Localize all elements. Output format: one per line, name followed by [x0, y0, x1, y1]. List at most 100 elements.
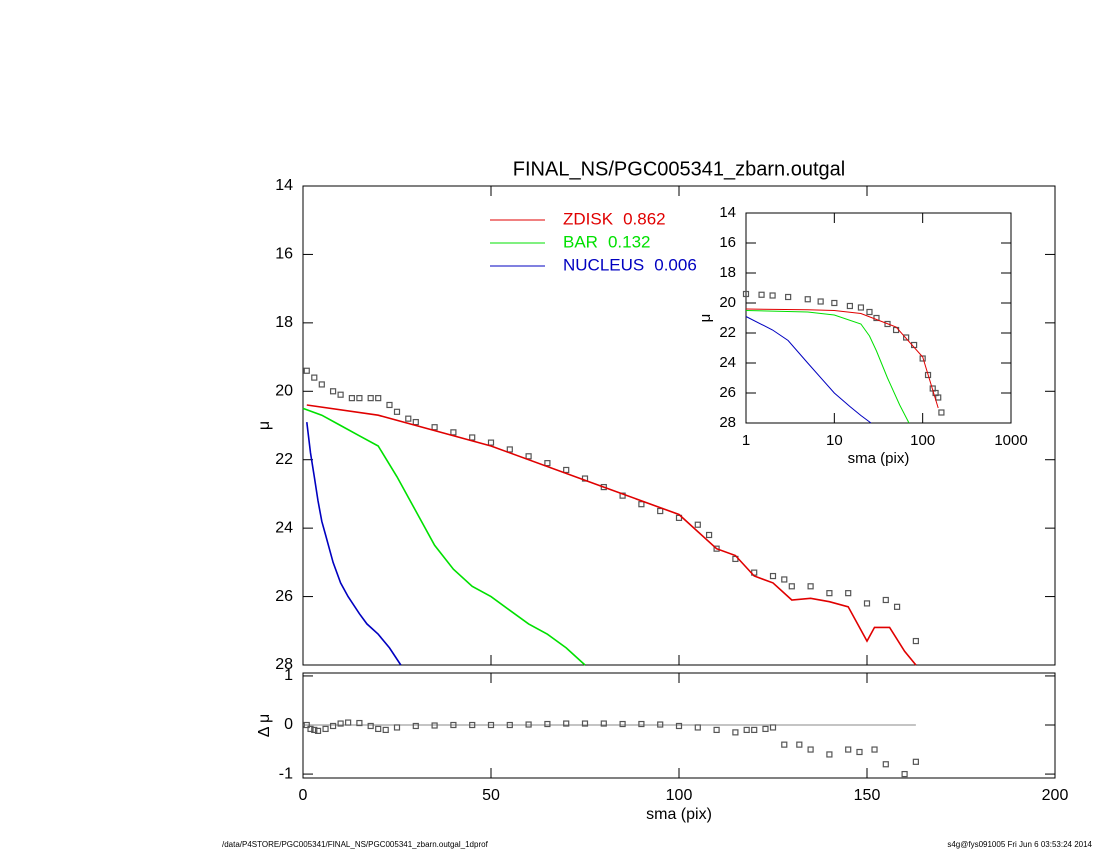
y-axis-label: μ — [256, 421, 273, 430]
data-point — [329, 388, 337, 395]
data-point — [638, 501, 645, 508]
y-tick-label: 16 — [719, 234, 736, 251]
data-point — [450, 429, 457, 436]
x-tick-label: 0 — [299, 787, 308, 804]
data-point — [322, 725, 329, 733]
data-point — [506, 721, 513, 729]
data-point — [356, 719, 363, 727]
x-tick-label: 1 — [742, 432, 750, 449]
data-point — [831, 299, 838, 307]
y-tick-label: 20 — [275, 383, 293, 400]
data-point — [713, 726, 720, 734]
data-point — [694, 521, 701, 528]
y-tick-label: 1 — [284, 667, 293, 684]
data-point — [912, 758, 919, 765]
data-point — [807, 746, 814, 753]
y-tick-label: 26 — [719, 384, 736, 401]
data-point — [657, 721, 664, 728]
x-tick-label: 150 — [854, 787, 881, 804]
data-point — [544, 460, 551, 467]
data-point — [804, 296, 811, 303]
y-tick-label: 26 — [275, 588, 293, 605]
data-point — [600, 483, 607, 491]
data-point — [924, 371, 932, 379]
y-tick-label: 24 — [275, 519, 293, 536]
data-point — [781, 741, 788, 748]
legend-fraction: 0.132 — [608, 232, 651, 251]
data-point — [619, 720, 626, 728]
data-point — [912, 637, 919, 645]
data-point — [382, 726, 389, 734]
data-point — [807, 583, 814, 590]
data-point — [314, 727, 322, 734]
data-point — [785, 293, 792, 301]
data-point — [901, 770, 908, 778]
data-point — [882, 761, 889, 768]
data-point — [826, 590, 833, 597]
data-point — [393, 408, 401, 415]
model-line — [745, 310, 910, 424]
data-point — [675, 722, 683, 730]
data-point — [469, 434, 476, 441]
data-point — [581, 720, 589, 727]
footer-right: s4g@fys091005 Fri Jun 6 03:53:24 2014 — [947, 840, 1092, 849]
y-tick-label: 20 — [719, 294, 736, 311]
y-tick-label: 22 — [719, 324, 736, 341]
data-point — [600, 720, 607, 727]
y-tick-label: 14 — [275, 177, 293, 194]
legend-name: NUCLEUS — [563, 255, 644, 274]
data-point — [657, 507, 664, 515]
data-point — [375, 725, 382, 733]
data-point — [743, 726, 750, 734]
data-point — [431, 424, 438, 431]
data-point — [469, 721, 476, 729]
data-point — [781, 576, 788, 583]
data-point — [882, 596, 889, 604]
x-tick-label: 200 — [1042, 787, 1069, 804]
x-axis-label: sma (pix) — [848, 450, 910, 467]
data-point — [367, 395, 374, 402]
data-point — [303, 721, 310, 729]
x-axis-label: sma (pix) — [646, 806, 712, 823]
x-tick-label: 1000 — [994, 432, 1027, 449]
data-point — [348, 395, 355, 402]
data-point — [758, 291, 765, 298]
model-line — [745, 308, 939, 409]
model-line — [306, 422, 402, 666]
data-point — [337, 391, 344, 398]
data-point — [845, 746, 852, 753]
y-tick-label: 0 — [284, 716, 293, 733]
model-line — [745, 316, 872, 424]
data-point — [367, 722, 374, 730]
legend-name: ZDISK — [563, 209, 614, 228]
legend-fraction: 0.862 — [623, 209, 666, 228]
data-point — [386, 401, 393, 409]
data-point — [863, 600, 871, 607]
legend-fraction: 0.006 — [654, 255, 697, 274]
data-point — [713, 545, 720, 552]
data-point — [732, 729, 739, 736]
data-point — [826, 751, 833, 758]
data-point — [938, 409, 945, 416]
data-point — [846, 302, 853, 310]
data-point — [919, 355, 926, 362]
data-point — [903, 334, 910, 341]
data-point — [871, 746, 878, 753]
legend-name: BAR — [563, 232, 598, 251]
data-point — [817, 298, 824, 305]
y-tick-label: 16 — [275, 246, 293, 263]
data-point — [307, 725, 314, 733]
data-point — [893, 603, 901, 610]
data-point — [450, 721, 457, 729]
data-point — [638, 720, 645, 728]
y-tick-label: 28 — [275, 656, 293, 673]
data-point — [375, 395, 382, 402]
x-tick-label: 100 — [910, 432, 935, 449]
data-point — [318, 381, 325, 388]
chart-title: FINAL_NS/PGC005341_zbarn.outgal — [513, 158, 845, 180]
data-point — [742, 290, 750, 298]
data-point — [356, 395, 363, 402]
data-point — [884, 320, 891, 328]
data-point — [769, 724, 777, 731]
